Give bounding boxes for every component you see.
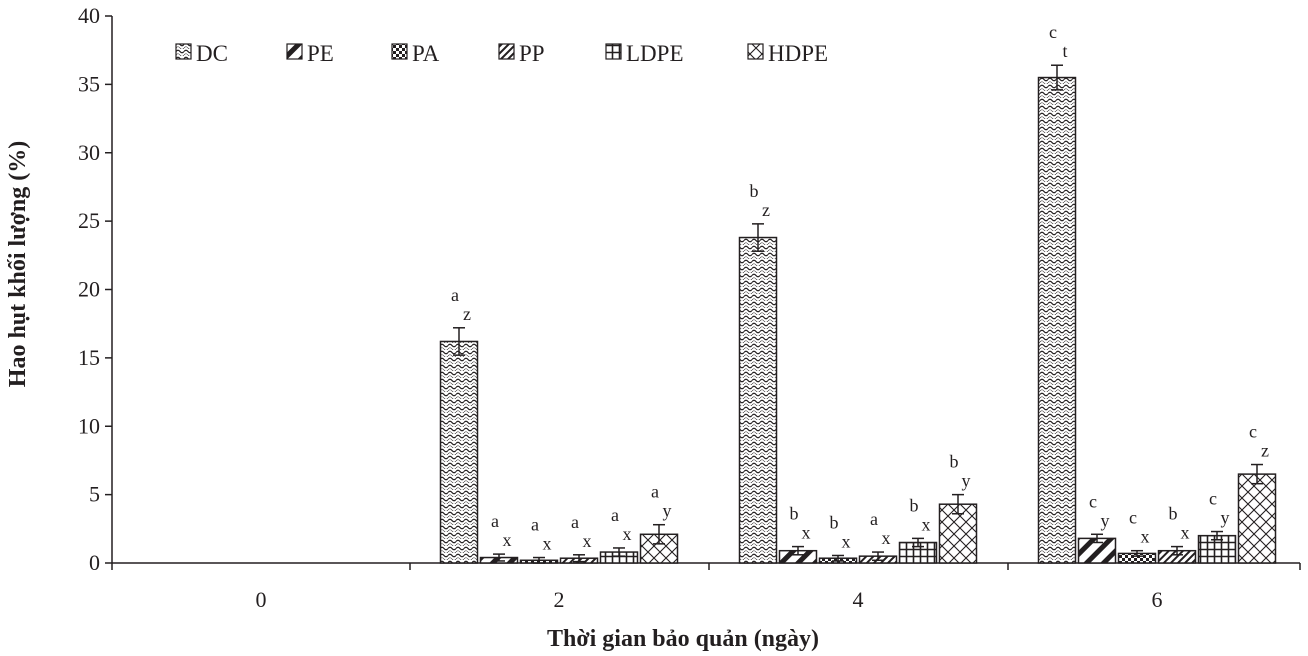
legend-label-ldpe: LDPE bbox=[626, 41, 684, 66]
significance-letter-time: b bbox=[950, 452, 959, 472]
significance-letter-group: y bbox=[663, 501, 672, 521]
significance-letter-group: y bbox=[962, 471, 971, 491]
bar-hdpe bbox=[938, 503, 978, 564]
bars bbox=[439, 64, 1277, 564]
significance-letter-time: b bbox=[1169, 504, 1178, 524]
legend-label-pa: PA bbox=[412, 41, 440, 66]
legend-label-hdpe: HDPE bbox=[768, 41, 828, 66]
x-tick-label: 6 bbox=[1152, 587, 1163, 612]
bar-dc bbox=[738, 236, 778, 564]
significance-letter-group: x bbox=[1181, 523, 1190, 543]
significance-letter-group: y bbox=[1221, 508, 1230, 528]
axes: 0 5 10 15 20 25 30 35 40 0 2 4 6 bbox=[78, 3, 1301, 612]
significance-letter-group: y bbox=[1101, 510, 1110, 530]
y-tick-label: 20 bbox=[78, 277, 100, 302]
y-tick-label: 0 bbox=[89, 550, 100, 575]
legend-label-pp: PP bbox=[519, 41, 545, 66]
significance-letter-time: a bbox=[571, 512, 579, 532]
significance-letter-time: a bbox=[531, 515, 539, 535]
significance-letter-time: b bbox=[910, 495, 919, 515]
significance-letter-time: c bbox=[1209, 489, 1217, 509]
y-tick-label: 25 bbox=[78, 208, 100, 233]
significance-letter-group: z bbox=[762, 200, 770, 220]
significance-letter-time: c bbox=[1089, 491, 1097, 511]
legend-swatch-ldpe bbox=[605, 43, 622, 60]
significance-letter-group: x bbox=[882, 528, 891, 548]
legend-swatch-dc bbox=[175, 43, 192, 60]
significance-letter-group: x bbox=[922, 514, 931, 534]
y-tick-label: 5 bbox=[89, 482, 100, 507]
significance-letter-time: b bbox=[790, 504, 799, 524]
significance-letter-time: c bbox=[1249, 422, 1257, 442]
y-tick-label: 40 bbox=[78, 3, 100, 28]
significance-letter-time: c bbox=[1049, 22, 1057, 42]
y-axis-title: Hao hụt khối lượng (%) bbox=[5, 141, 31, 387]
bar-hdpe bbox=[1237, 473, 1277, 564]
significance-letter-time: a bbox=[491, 511, 499, 531]
y-tick-label: 35 bbox=[78, 71, 100, 96]
significance-letter-group: x bbox=[1141, 527, 1150, 547]
significance-letter-time: b bbox=[750, 181, 759, 201]
legend-label-dc: DC bbox=[196, 41, 228, 66]
significance-letter-time: c bbox=[1129, 508, 1137, 528]
legend-label-pe: PE bbox=[307, 41, 334, 66]
bar-dc bbox=[439, 340, 479, 564]
significance-letter-group: x bbox=[503, 530, 512, 550]
y-tick-label: 30 bbox=[78, 140, 100, 165]
significance-letter-time: a bbox=[611, 505, 619, 525]
significance-letter-time: a bbox=[870, 509, 878, 529]
x-tick-label: 4 bbox=[853, 587, 864, 612]
significance-letter-time: a bbox=[451, 285, 459, 305]
significance-letter-group: x bbox=[842, 531, 851, 551]
significance-letter-group: t bbox=[1062, 41, 1067, 61]
x-axis-title: Thời gian bảo quản (ngày) bbox=[547, 626, 819, 652]
significance-letter-group: x bbox=[623, 524, 632, 544]
significance-letter-group: x bbox=[802, 523, 811, 543]
significance-letter-group: x bbox=[543, 534, 552, 554]
legend-swatch-pp bbox=[498, 43, 515, 60]
y-tick-label: 10 bbox=[78, 413, 100, 438]
bar-dc bbox=[1037, 76, 1077, 564]
legend: DC PE PA PP LDPE HDPE bbox=[175, 41, 828, 66]
significance-letter-group: x bbox=[583, 531, 592, 551]
x-tick-label: 0 bbox=[256, 587, 267, 612]
legend-swatch-hdpe bbox=[747, 43, 764, 60]
y-tick-label: 15 bbox=[78, 345, 100, 370]
significance-letter-time: a bbox=[651, 482, 659, 502]
significance-letter-time: b bbox=[830, 512, 839, 532]
legend-swatch-pe bbox=[286, 43, 303, 60]
legend-swatch-pa bbox=[391, 43, 408, 60]
significance-letter-group: z bbox=[463, 304, 471, 324]
significance-letter-group: z bbox=[1261, 441, 1269, 461]
x-tick-label: 2 bbox=[554, 587, 565, 612]
